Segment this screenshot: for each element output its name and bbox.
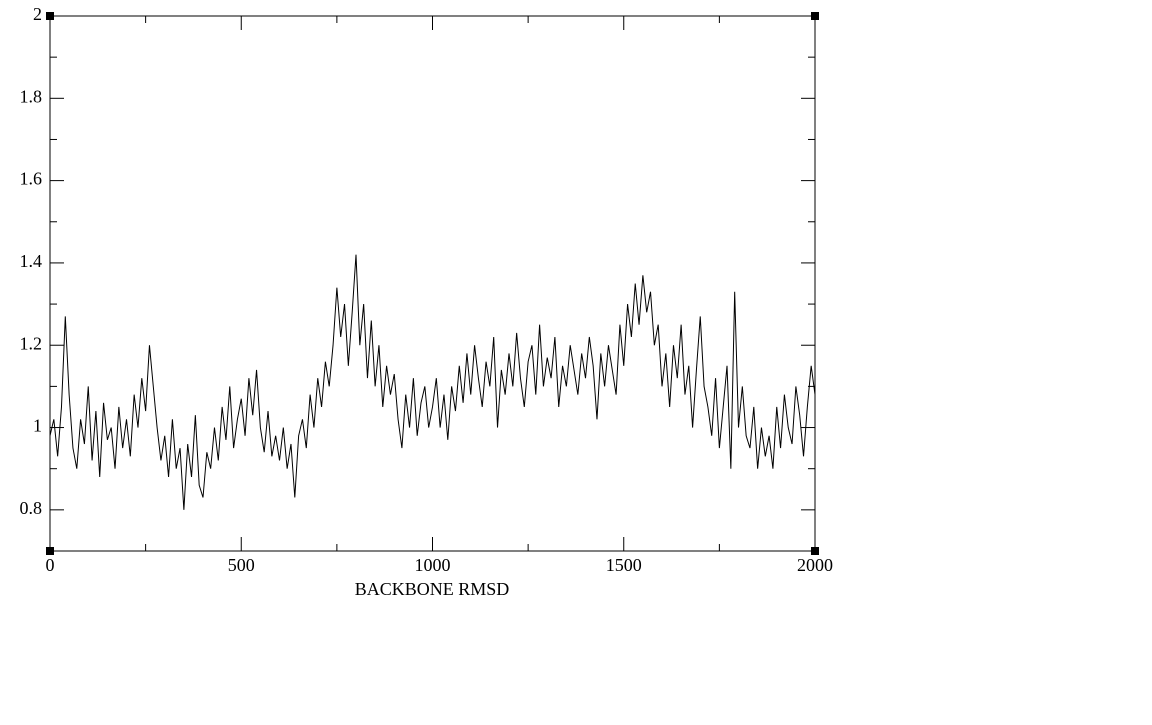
y-tick-label: 1.2 bbox=[20, 333, 43, 353]
y-tick-label: 1.8 bbox=[20, 86, 43, 106]
y-tick-label: 1.4 bbox=[20, 251, 43, 271]
y-tick-label: 1.6 bbox=[20, 169, 43, 189]
x-tick-label: 0 bbox=[46, 555, 55, 575]
data-line bbox=[49, 254, 816, 510]
x-tick-label: 500 bbox=[228, 555, 255, 575]
x-tick-label: 1500 bbox=[606, 555, 642, 575]
x-tick-label: 1000 bbox=[415, 555, 451, 575]
x-tick-label: 2000 bbox=[797, 555, 833, 575]
plot-frame bbox=[49, 15, 816, 552]
y-tick-label: 1 bbox=[33, 416, 42, 436]
y-tick-label: 2 bbox=[33, 4, 42, 24]
x-axis-label: BACKBONE RMSD bbox=[355, 579, 510, 599]
y-tick-label: 0.8 bbox=[20, 498, 43, 518]
